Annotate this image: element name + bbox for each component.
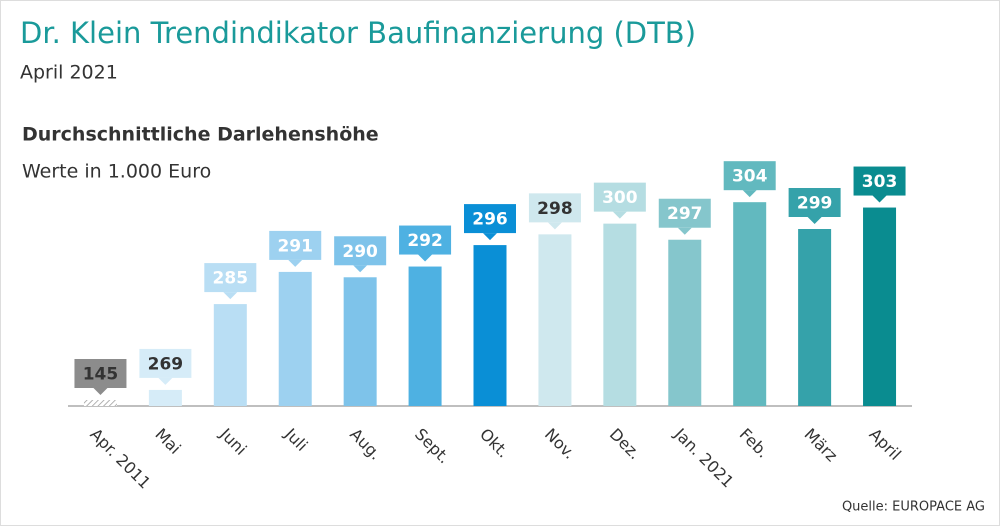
bar — [278, 271, 312, 406]
bar — [473, 245, 507, 406]
bar — [733, 202, 767, 406]
label-pointer — [612, 211, 627, 219]
value-label: 300 — [602, 188, 638, 208]
label-box — [464, 204, 516, 234]
label-box — [399, 225, 452, 255]
label-pointer — [353, 265, 368, 273]
value-label: 269 — [148, 354, 184, 374]
value-label: 291 — [277, 236, 313, 256]
label-pointer — [807, 217, 822, 224]
bar — [213, 304, 247, 406]
value-label: 290 — [342, 242, 378, 262]
label-pointer — [288, 259, 303, 267]
label-pointer — [158, 377, 173, 385]
label-box — [334, 236, 387, 266]
label-box — [139, 348, 192, 378]
label-pointer — [872, 195, 887, 203]
bar — [603, 223, 637, 406]
label-box — [853, 166, 906, 196]
bar — [798, 229, 832, 406]
value-label: 297 — [667, 204, 703, 224]
label-pointer — [677, 227, 692, 235]
value-label: 296 — [472, 210, 508, 230]
value-label: 299 — [797, 194, 833, 214]
subtitle: April 2021 — [20, 62, 118, 84]
bar — [148, 389, 182, 406]
value-label: 303 — [862, 172, 898, 192]
source: Quelle: EUROPACE AG — [842, 500, 985, 515]
bar — [538, 234, 572, 406]
value-label: 304 — [732, 167, 768, 187]
label-box — [593, 182, 646, 212]
bar — [863, 207, 897, 406]
label-pointer — [93, 388, 108, 395]
bar — [343, 277, 377, 406]
bar — [668, 239, 702, 406]
label-box — [74, 359, 127, 388]
unit-note: Werte in 1.000 Euro — [22, 161, 211, 183]
value-label: 285 — [213, 269, 249, 289]
label-pointer — [418, 254, 433, 262]
label-box — [723, 161, 776, 191]
label-pointer — [742, 190, 757, 198]
label-pointer — [223, 292, 238, 300]
label-box — [269, 230, 322, 260]
value-label: 145 — [83, 365, 119, 385]
label-box — [658, 198, 711, 228]
chart-title: Dr. Klein Trendindikator Baufinanzierung… — [20, 16, 696, 50]
label-pointer — [547, 222, 562, 230]
axis-title: Durchschnittliche Darlehenshöhe — [22, 124, 379, 146]
label-box — [528, 193, 581, 223]
label-box — [204, 263, 257, 293]
label-pointer — [483, 233, 497, 241]
bar — [83, 400, 117, 406]
label-box — [788, 188, 841, 217]
value-label: 292 — [407, 231, 443, 251]
bar — [408, 266, 442, 406]
value-label: 298 — [537, 199, 573, 219]
